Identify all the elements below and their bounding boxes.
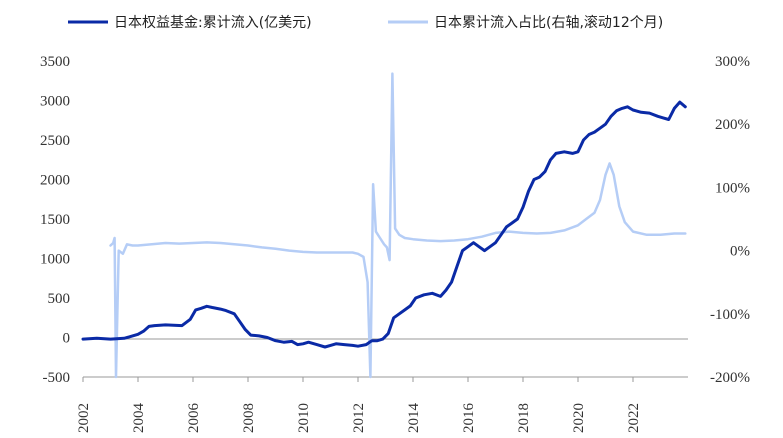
series-line-flow (81, 100, 687, 349)
x-axis: 2002 2004 2006 2008 2010 2012 2014 2016 2018 2020… (76, 377, 642, 433)
series-layer (81, 72, 687, 379)
legend-label-flow: 日本权益基金:累计流入(亿美元) (114, 14, 312, 31)
x-tick-label: 2006 (186, 403, 202, 434)
y-left-tick-label: 2500 (40, 133, 70, 149)
y-right-tick-label: -200% (710, 370, 750, 386)
x-tick-label: 2002 (76, 403, 92, 433)
legend-label-share: 日本累计流入占比(右轴,滚动12个月) (434, 14, 663, 31)
x-tick-label: 2016 (461, 403, 477, 434)
y-right-axis: 300% 200% 100% 0% -100% -200% (710, 54, 750, 386)
x-tick-label: 2022 (626, 403, 642, 433)
y-right-tick-label: 300% (715, 54, 750, 70)
y-left-tick-label: 3500 (40, 54, 70, 70)
y-left-axis: 3500 3000 2500 2000 1500 1000 500 0 -500 (40, 54, 70, 386)
x-tick-label: 2018 (516, 403, 532, 433)
x-tick-label: 2008 (241, 403, 257, 433)
y-left-tick-label: 500 (48, 291, 71, 307)
x-tick-label: 2014 (406, 403, 422, 434)
legend: 日本权益基金:累计流入(亿美元) 日本累计流入占比(右轴,滚动12个月) (68, 14, 663, 31)
x-tick-label: 2010 (296, 403, 312, 433)
x-tick-label: 2004 (131, 403, 147, 434)
y-left-tick-label: 3000 (40, 94, 70, 110)
x-tick-label: 2020 (571, 403, 587, 433)
y-right-tick-label: -100% (710, 307, 750, 323)
y-left-tick-label: 2000 (40, 173, 70, 189)
y-left-tick-label: 0 (63, 331, 71, 347)
y-right-tick-label: 200% (715, 117, 750, 133)
x-tick-label: 2012 (351, 403, 367, 433)
series-line-share (109, 72, 687, 379)
y-left-tick-label: 1000 (40, 252, 70, 268)
y-left-tick-label: -500 (43, 370, 71, 386)
y-right-tick-label: 0% (730, 244, 750, 260)
y-left-tick-label: 1500 (40, 212, 70, 228)
y-right-tick-label: 100% (715, 180, 750, 196)
